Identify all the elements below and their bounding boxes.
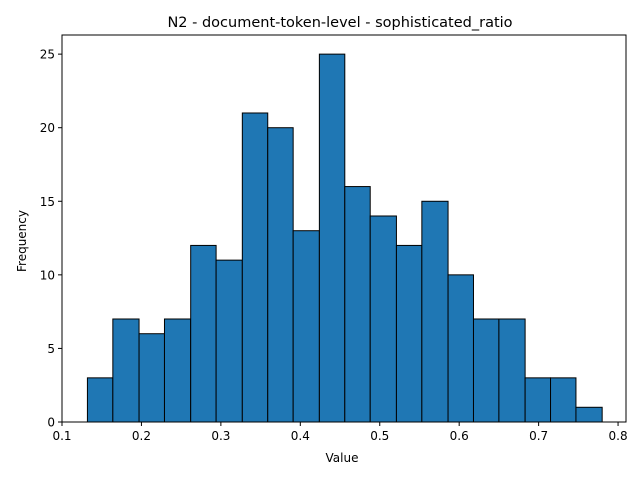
histogram-bar <box>241 112 269 423</box>
x-tick-label: 0.6 <box>450 429 469 443</box>
bars-group <box>86 53 603 423</box>
histogram-bar <box>344 186 371 423</box>
histogram-bar <box>498 318 526 423</box>
histogram-bar <box>524 377 552 423</box>
histogram-bar <box>190 244 217 423</box>
histogram-bar <box>369 215 397 423</box>
x-axis-ticks: 0.1 0.2 0.3 0.4 0.5 0.6 0.7 0.8 <box>52 422 628 443</box>
y-axis-label: Frequency <box>15 210 29 272</box>
histogram-bar <box>292 230 320 423</box>
histogram-bar <box>550 377 577 423</box>
x-tick-label: 0.8 <box>609 429 628 443</box>
histogram-bar <box>267 127 294 423</box>
histogram-bar <box>138 333 165 423</box>
y-tick-label: 10 <box>40 268 55 282</box>
histogram-bar <box>215 259 243 423</box>
y-tick-label: 25 <box>40 48 55 62</box>
chart-title: N2 - document-token-level - sophisticate… <box>167 15 512 31</box>
histogram-bar <box>86 377 114 423</box>
y-tick-label: 20 <box>40 121 55 135</box>
histogram-bar <box>318 53 346 423</box>
histogram-bar <box>575 406 603 423</box>
x-tick-label: 0.2 <box>132 429 151 443</box>
histogram-bar <box>112 318 140 423</box>
histogram-bar <box>421 200 449 423</box>
x-tick-label: 0.7 <box>529 429 548 443</box>
y-tick-label: 15 <box>40 195 55 209</box>
x-tick-label: 0.5 <box>370 429 389 443</box>
x-tick-label: 0.4 <box>291 429 310 443</box>
x-tick-label: 0.3 <box>211 429 230 443</box>
axes-frame <box>61 34 627 423</box>
histogram-bar <box>395 244 423 423</box>
x-tick-label: 0.1 <box>52 429 71 443</box>
y-axis-ticks: 0 5 10 15 20 25 <box>40 48 62 430</box>
x-axis-label: Value <box>326 451 359 465</box>
histogram-bar <box>472 318 500 423</box>
histogram-bar <box>447 274 474 423</box>
histogram-bar <box>163 318 192 423</box>
y-tick-label: 5 <box>47 342 55 356</box>
y-tick-label: 0 <box>47 416 55 430</box>
